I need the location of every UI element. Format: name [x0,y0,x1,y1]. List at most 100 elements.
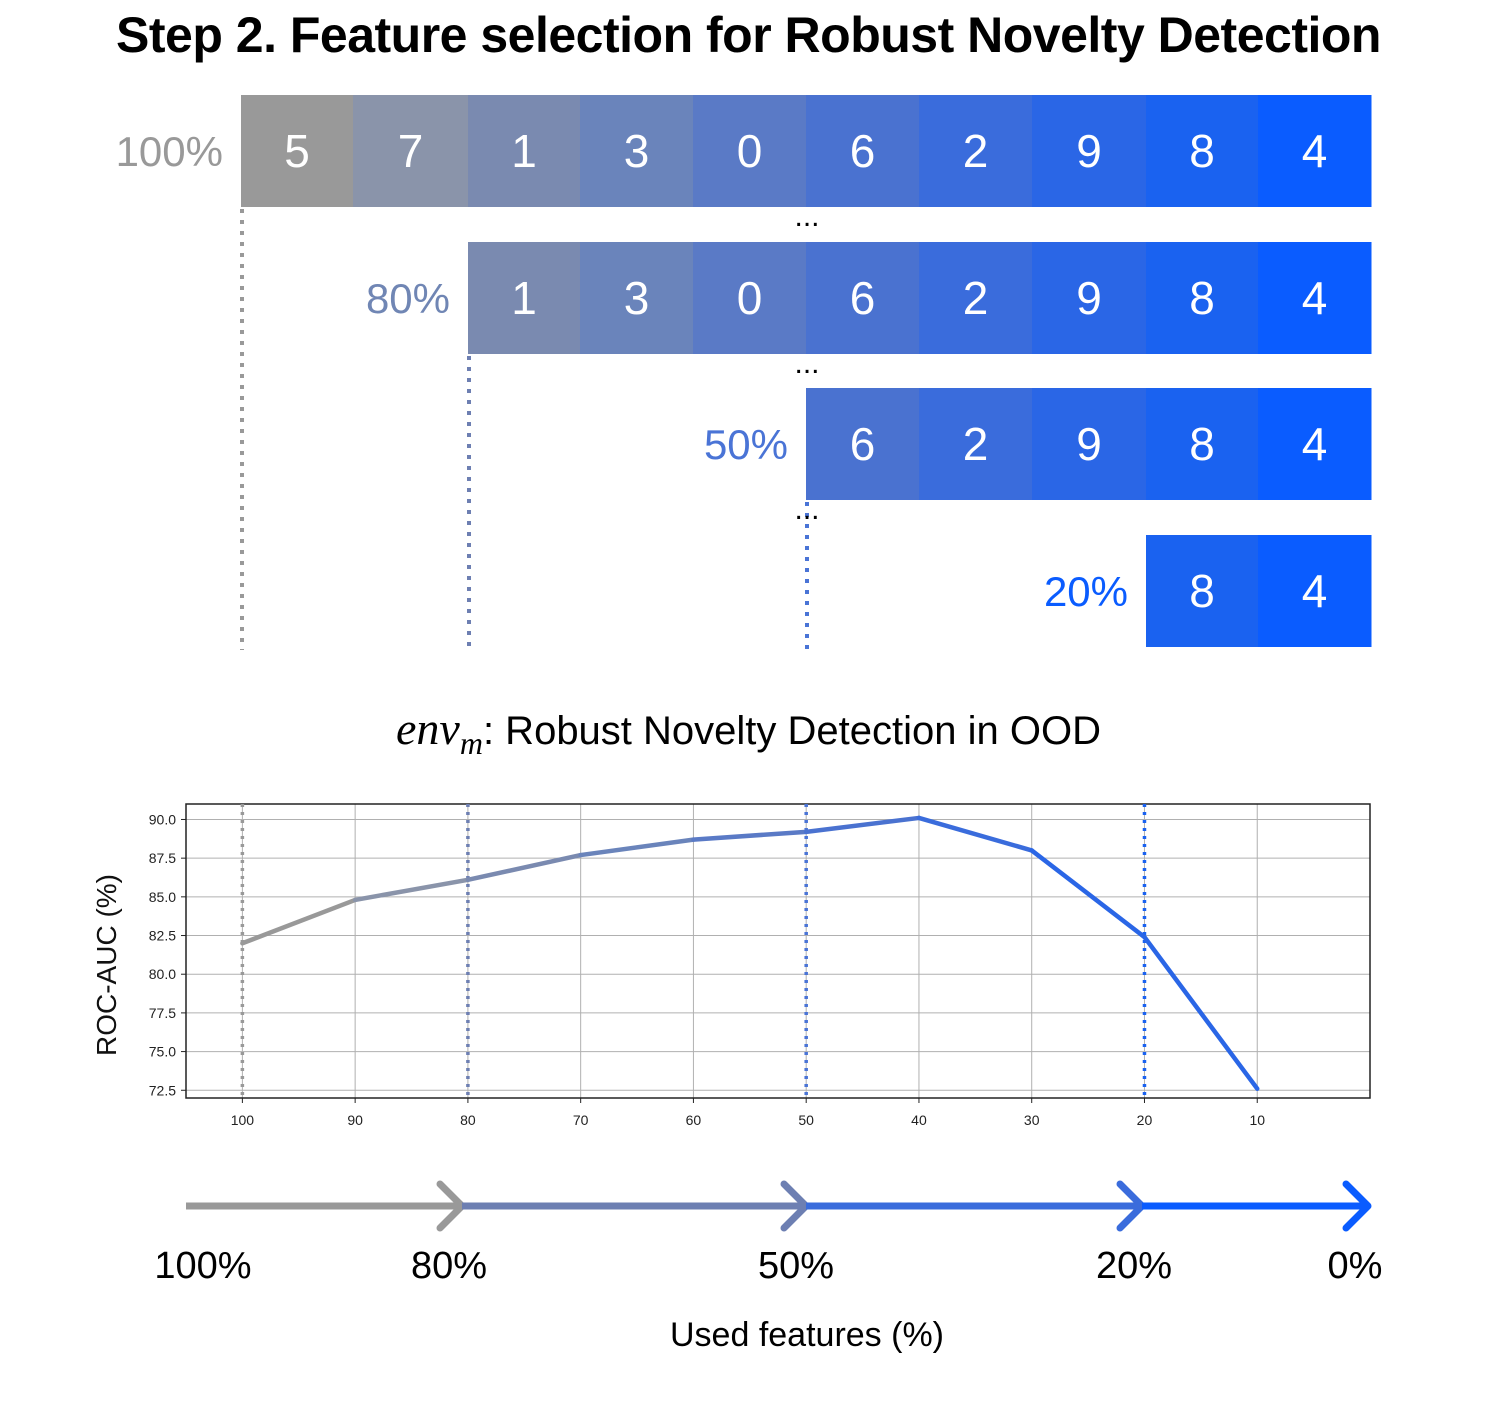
x-tick-label: 20 [1137,1112,1153,1128]
chart-title-subscript: m [459,725,483,762]
y-tick-label: 90.0 [149,811,176,827]
row-percent-label: 20% [1044,568,1128,615]
y-tick-label: 77.5 [149,1005,176,1021]
feature-cell-label: 6 [850,272,876,324]
arrow-head-icon [1342,1180,1372,1232]
feature-cell [1146,388,1259,500]
feature-rows: 5 7 1 3 0 6 2 9 8 4 100% 1 3 0 6 2 9 8 4 80% 6 2 9 8 4 50% 8 4 20% [116,95,1372,647]
arrow-percent-label: 20% [1096,1245,1172,1287]
feature-cell-label: 8 [1189,565,1215,617]
used-features-arrow-axis: 100% 80% 50% 20% 0% Used features (%) [154,1180,1383,1354]
x-tick-label: 100 [231,1112,255,1128]
ellipsis-group: ......... [794,200,819,526]
feature-cell [1146,535,1259,647]
ellipsis: ... [794,200,819,233]
feature-row-0: 5 7 1 3 0 6 2 9 8 4 100% [116,95,1372,207]
feature-cell-label: 0 [737,125,763,177]
feature-cell [693,242,807,354]
feature-cell-label: 3 [624,272,650,324]
feature-cell [1032,242,1147,354]
y-tick-label: 85.0 [149,889,176,905]
feature-cell [1258,242,1372,354]
series-segment [1029,848,1147,940]
x-tick-label: 50 [798,1112,814,1128]
arrow-percent-label: 0% [1328,1245,1383,1287]
feature-cell-label: 5 [284,125,310,177]
series-segment [1142,934,1260,1091]
feature-cell-label: 1 [511,125,537,177]
cutoff-dotted-lines [240,209,809,650]
feature-cell-label: 4 [1302,125,1328,177]
feature-cell-label: 2 [963,272,989,324]
feature-cell [468,242,581,354]
chart-title-math: envm [396,703,483,761]
series-segment [465,852,583,883]
feature-cell-label: 2 [963,125,989,177]
series-segment [803,815,922,835]
row-percent-label: 80% [366,275,450,322]
arrow-percent-label: 50% [758,1245,834,1287]
x-tick-labels: 100 90 80 70 60 50 40 30 20 10 [231,1098,1265,1128]
chart-title-text: : Robust Novelty Detection in OOD [482,709,1101,753]
feature-cell [1258,388,1372,500]
feature-cell [919,388,1033,500]
feature-cell-label: 9 [1076,125,1102,177]
series-segment [691,829,809,842]
chart-grid [186,804,1370,1098]
feature-cell-label: 7 [398,125,424,177]
feature-cell [1032,388,1147,500]
series-segment [916,815,1034,853]
feature-cell-label: 6 [850,418,876,470]
feature-cell [580,242,694,354]
feature-cell [693,95,807,207]
feature-cell [1146,95,1259,207]
feature-cell-label: 4 [1302,418,1328,470]
feature-row-2: 6 2 9 8 4 50% [704,388,1372,500]
series-line [240,815,1260,1091]
feature-cell-label: 3 [624,125,650,177]
y-tick-label: 75.0 [149,1044,176,1060]
feature-cell [919,95,1033,207]
feature-cell-label: 4 [1302,565,1328,617]
x-axis-label: Used features (%) [670,1316,944,1354]
feature-cell-label: 8 [1189,125,1215,177]
row-percent-label: 100% [116,128,223,175]
x-tick-label: 40 [911,1112,927,1128]
feature-cell-label: 8 [1189,418,1215,470]
feature-cell [1258,95,1372,207]
feature-cell [806,95,920,207]
arrow-percent-label: 80% [411,1245,487,1287]
x-tick-label: 30 [1024,1112,1040,1128]
x-tick-label: 70 [573,1112,589,1128]
feature-cell [1258,535,1372,647]
feature-cell [1146,242,1259,354]
feature-cell-label: 9 [1076,272,1102,324]
feature-cell [353,95,469,207]
figure-title: Step 2. Feature selection for Robust Nov… [116,7,1381,63]
y-tick-labels: 90.0 87.5 85.0 82.5 80.0 77.5 75.0 72.5 [149,811,186,1098]
roc-auc-line-chart: 90.0 87.5 85.0 82.5 80.0 77.5 75.0 72.5 100 90 80 7… [91,803,1371,1128]
feature-cell-label: 1 [511,272,537,324]
feature-cell-label: 0 [737,272,763,324]
x-tick-label: 10 [1249,1112,1265,1128]
y-tick-label: 72.5 [149,1082,176,1098]
x-tick-label: 80 [460,1112,476,1128]
series-segment [240,897,358,946]
feature-cell [1032,95,1147,207]
series-segment [578,837,696,858]
feature-row-3: 8 4 20% [1044,535,1372,647]
chart-title-env: env [396,703,460,754]
feature-cell [468,95,581,207]
feature-cell-label: 6 [850,125,876,177]
arrow-percent-label: 100% [154,1245,251,1287]
feature-cell [241,95,354,207]
feature-cell-label: 8 [1189,272,1215,324]
feature-cell [806,242,920,354]
chart-title: envm: Robust Novelty Detection in OOD [0,702,1497,762]
ellipsis: ... [794,493,819,526]
feature-row-1: 1 3 0 6 2 9 8 4 80% [366,242,1372,354]
feature-cell-label: 9 [1076,418,1102,470]
y-tick-label: 87.5 [149,850,176,866]
y-axis-label: ROC-AUC (%) [91,874,122,1056]
feature-cell [806,388,920,500]
